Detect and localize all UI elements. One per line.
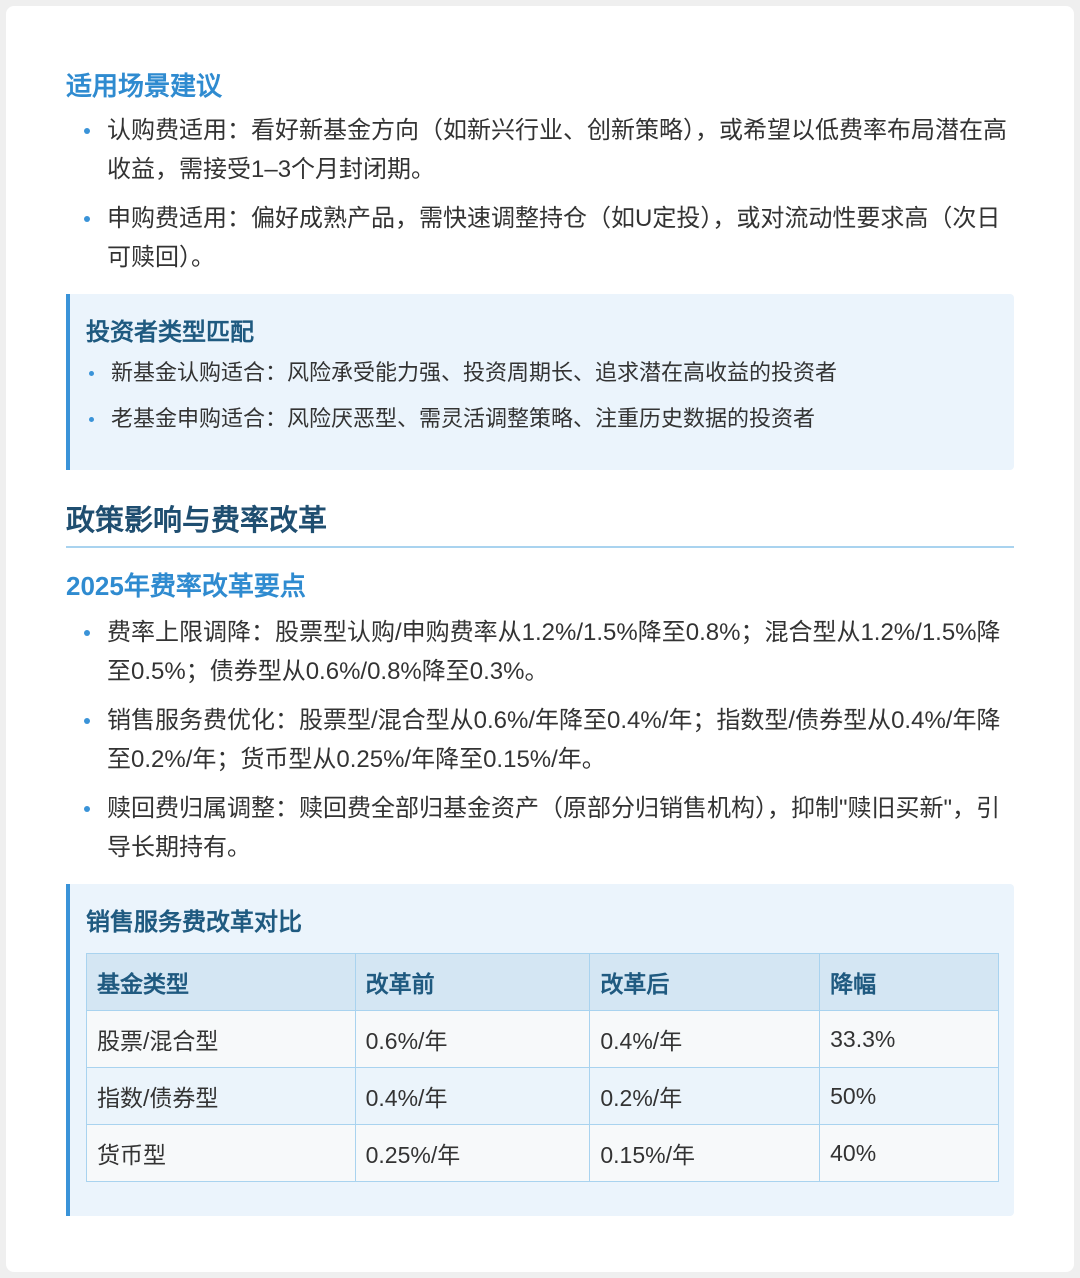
section-heading-reform: 2025年费率改革要点 [66, 571, 306, 601]
cell: 33.3% [819, 1010, 999, 1068]
list-item: 申购费适用：偏好成熟产品，需快速调整持仓（如U定投），或对流动性要求高（次日可赎… [66, 199, 1014, 277]
cell: 指数/债券型 [86, 1067, 356, 1125]
header-decrease: 降幅 [819, 953, 999, 1011]
scenario-list: 认购费适用：看好新基金方向（如新兴行业、创新策略），或希望以低费率布局潜在高收益… [66, 111, 1014, 287]
cell: 0.6%/年 [354, 1010, 591, 1068]
table-row: 货币型 0.25%/年 0.15%/年 40% [86, 1124, 999, 1182]
list-item: 新基金认购适合：风险承受能力强、投资周期长、追求潜在高收益的投资者 [86, 358, 837, 388]
header-after: 改革后 [589, 953, 821, 1011]
cell: 0.4%/年 [589, 1010, 821, 1068]
callout-title: 销售服务费改革对比 [86, 909, 302, 936]
table-row: 指数/债券型 0.4%/年 0.2%/年 50% [86, 1067, 999, 1125]
list-item: 老基金申购适合：风险厌恶型、需灵活调整策略、注重历史数据的投资者 [86, 404, 837, 434]
table-header-row: 基金类型 改革前 改革后 降幅 [86, 953, 999, 1011]
cell: 50% [819, 1067, 999, 1125]
header-before: 改革前 [354, 953, 591, 1011]
section-title-policy: 政策影响与费率改革 [66, 505, 328, 537]
list-item: 销售服务费优化：股票型/混合型从0.6%/年降至0.4%/年；指数型/债券型从0… [66, 701, 1014, 779]
cell: 40% [819, 1124, 999, 1182]
table-row: 股票/混合型 0.6%/年 0.4%/年 33.3% [86, 1010, 999, 1068]
comparison-table: 基金类型 改革前 改革后 降幅 股票/混合型 0.6%/年 0.4%/年 33.… [86, 953, 999, 1182]
divider [66, 546, 1014, 548]
cell: 股票/混合型 [86, 1010, 356, 1068]
list-item: 认购费适用：看好新基金方向（如新兴行业、创新策略），或希望以低费率布局潜在高收益… [66, 111, 1014, 189]
content-card: 适用场景建议 认购费适用：看好新基金方向（如新兴行业、创新策略），或希望以低费率… [6, 6, 1074, 1272]
reform-list: 费率上限调降：股票型认购/申购费率从1.2%/1.5%降至0.8%；混合型从1.… [66, 613, 1014, 877]
callout-title: 投资者类型匹配 [86, 319, 254, 346]
investor-match-callout: 投资者类型匹配 新基金认购适合：风险承受能力强、投资周期长、追求潜在高收益的投资… [66, 294, 1014, 470]
header-fund-type: 基金类型 [86, 953, 356, 1011]
cell: 0.25%/年 [354, 1124, 591, 1182]
cell: 0.15%/年 [589, 1124, 821, 1182]
investor-list: 新基金认购适合：风险承受能力强、投资周期长、追求潜在高收益的投资者 老基金申购适… [86, 358, 837, 450]
list-item: 赎回费归属调整：赎回费全部归基金资产（原部分归销售机构），抑制"赎旧买新"，引导… [66, 789, 1014, 867]
list-item: 费率上限调降：股票型认购/申购费率从1.2%/1.5%降至0.8%；混合型从1.… [66, 613, 1014, 691]
cell: 0.2%/年 [589, 1067, 821, 1125]
cell: 货币型 [86, 1124, 356, 1182]
section-heading-scenarios: 适用场景建议 [66, 71, 223, 101]
cell: 0.4%/年 [354, 1067, 591, 1125]
comparison-callout: 销售服务费改革对比 基金类型 改革前 改革后 降幅 股票/混合型 0.6%/年 … [66, 884, 1014, 1216]
